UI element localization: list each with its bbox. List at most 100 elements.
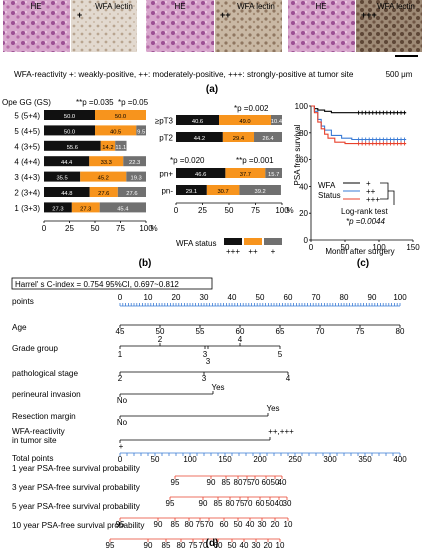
x-tick-label: 150: [406, 243, 420, 252]
y-tick-label: 60: [299, 156, 308, 165]
scale-label: ++,+++: [268, 427, 294, 436]
scale-label: 50: [271, 478, 280, 487]
scale-label: 80: [234, 478, 243, 487]
category-label: 4 (3+5): [14, 142, 40, 151]
scale-label: 95: [106, 541, 115, 550]
data-label: 27.6: [98, 191, 109, 197]
bar-segment: [44, 125, 95, 136]
bar-segment: [222, 132, 255, 142]
data-label: 46.6: [195, 172, 206, 178]
bar-segment: [117, 187, 146, 197]
km-curves: [311, 105, 407, 146]
scale-label: 80: [177, 541, 186, 550]
scale-label: 85: [214, 499, 223, 508]
scale-label: 100: [393, 293, 407, 302]
data-label: 19.3: [131, 176, 142, 182]
scale-label: 80: [185, 520, 194, 529]
he-image-3: [288, 0, 355, 52]
micrograph-1: HE WFA lectin +: [3, 0, 137, 52]
pn-category-labels: pn+ pn-: [159, 170, 173, 196]
bar-segment: [176, 132, 223, 142]
scale-label: 60: [284, 293, 293, 302]
bar-segment: [176, 115, 220, 125]
scale-label: 70: [251, 478, 260, 487]
pt-stacked-bars: 40.6 49.0 10.4 44.2 29.4 26.4: [176, 115, 283, 142]
panel-b: Ope GG (GS) **p =0.035 *p =0.05 5 (5+4)5…: [2, 98, 294, 269]
bar-segment: [225, 168, 266, 178]
marker-2: ++: [220, 10, 231, 20]
scale-label: 50: [151, 455, 160, 464]
bar-segment: [176, 168, 226, 178]
data-label: 44.4: [61, 160, 73, 166]
scale-label: 60: [262, 478, 271, 487]
km-curve-moderate: [311, 105, 407, 141]
category-label: 3 (4+3): [14, 173, 40, 182]
row-label-5year: 5 year PSA-free survival probability: [12, 502, 141, 511]
b-legend-title: WFA status: [176, 239, 216, 248]
data-label: 44.2: [194, 136, 205, 142]
he-label-2: HE: [174, 2, 185, 11]
data-label: 50.0: [64, 114, 75, 120]
panel-a-label: (a): [206, 84, 218, 95]
bar-segment: [219, 115, 271, 125]
gg-stacked-bars: 50.0 50.0 50.0 40.5 9.5 55.6 14.2 11.1 44.4 33.3 2…: [44, 110, 146, 213]
scale-label: 60: [220, 520, 229, 529]
bar-segment: [126, 171, 146, 182]
b-pvalue-right-2: *p =0.020: [170, 156, 205, 165]
legend-label-moderate: ++: [248, 247, 258, 256]
tick-label: 0: [174, 206, 179, 215]
category-label: pT2: [159, 134, 173, 143]
panel-a: HE WFA lectin + HE WFA lectin ++ HE WFA …: [3, 0, 422, 95]
y-tick-label: 80: [299, 129, 308, 138]
scale-label: 50: [228, 541, 237, 550]
tick-label: 25: [198, 206, 207, 215]
marker-1: +: [77, 10, 82, 20]
tick-label: 100: [275, 206, 289, 215]
scale-label: 50: [234, 520, 243, 529]
km-axes: 0 50 100 150 0 20 40 60 80 100: [295, 102, 421, 252]
scale-label: 50: [156, 327, 165, 336]
scale-label: No: [117, 418, 128, 427]
wfa-caption: WFA-reactivity +: weakly-positive, ++: m…: [14, 70, 354, 79]
scale-label: 80: [340, 293, 349, 302]
micrograph-3: HE WFA lectin +++: [288, 0, 422, 52]
scale-label: Yes: [266, 404, 279, 413]
y-tick-label: 20: [299, 209, 308, 218]
y-tick-label: 100: [295, 102, 309, 111]
category-label: 5 (5+4): [14, 112, 40, 121]
data-label: 15.7: [268, 172, 279, 178]
data-label: 10.4: [271, 119, 283, 125]
km-legend-weak: +: [366, 179, 371, 188]
bar-segment: [136, 125, 146, 136]
tick-label: 50: [225, 206, 234, 215]
row-label-3year: 3 year PSA-free survival probability: [12, 483, 141, 492]
category-label: 1 (3+3): [14, 204, 40, 213]
scale-label: 20: [264, 541, 273, 550]
scale-label: 2: [118, 374, 123, 383]
scale-label: 95: [116, 520, 125, 529]
scale-label: 50: [266, 499, 275, 508]
scale-label: 90: [154, 520, 163, 529]
scale-label: 40: [240, 541, 249, 550]
scale-label: 90: [144, 541, 153, 550]
legend-bracket: [380, 182, 395, 205]
data-label: 26.4: [262, 136, 274, 142]
panel-d-label: (d): [206, 538, 219, 549]
data-label: 27.3: [80, 206, 91, 212]
scale-label: 70: [199, 541, 208, 550]
scale-label: 85: [222, 478, 231, 487]
bar-segment: [254, 132, 282, 142]
scale-label: 20: [172, 293, 181, 302]
gg-category-labels: 5 (5+4) 5 (4+5) 4 (3+5) 4 (4+4) 3 (4+3) 2 (3+…: [14, 112, 40, 213]
legend-swatch-weak: [264, 238, 282, 245]
data-label: 45.4: [117, 206, 129, 212]
scale-label: 75: [243, 478, 252, 487]
data-label: 50.0: [115, 114, 126, 120]
scale-label: 0: [118, 455, 123, 464]
scale-label: 10: [144, 293, 153, 302]
b-pvalue-left-2: *p =0.05: [118, 98, 149, 107]
bar-segment: [265, 168, 282, 178]
data-label: 37.7: [240, 172, 251, 178]
scale-label: 5: [278, 350, 283, 359]
